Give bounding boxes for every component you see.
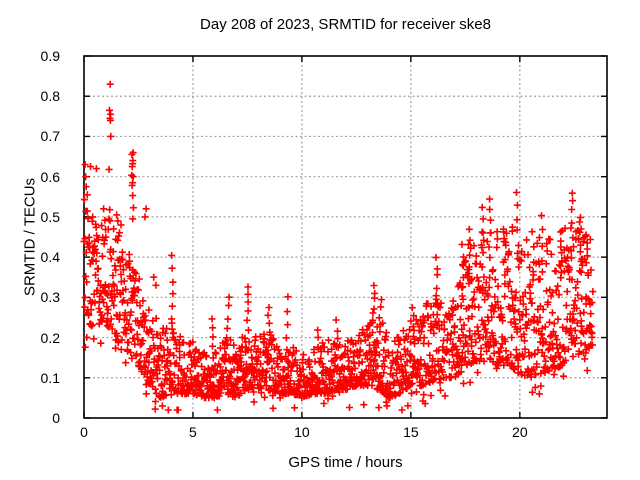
y-tick-label: 0.1 (40, 369, 60, 386)
x-tick-label: 0 (80, 424, 88, 440)
y-tick-label: 0.2 (40, 329, 60, 346)
chart-title: Day 208 of 2023, SRMTID for receiver ske… (200, 16, 491, 33)
y-tick-label: 0 (52, 410, 60, 426)
y-tick-label: 0.3 (40, 289, 60, 306)
y-tick-label: 0.8 (40, 88, 60, 105)
y-tick-label: 0.5 (40, 208, 60, 225)
y-tick-label: 0.9 (40, 48, 60, 64)
x-tick-label: 20 (512, 424, 528, 440)
x-tick-label: 5 (189, 424, 197, 440)
y-tick-label: 0.7 (40, 128, 60, 145)
x-tick-label: 10 (294, 424, 310, 440)
x-tick-label: 15 (403, 424, 419, 440)
y-tick-label: 0.6 (40, 168, 60, 185)
y-tick-label: 0.4 (40, 249, 60, 266)
x-axis-label: GPS time / hours (288, 454, 403, 471)
